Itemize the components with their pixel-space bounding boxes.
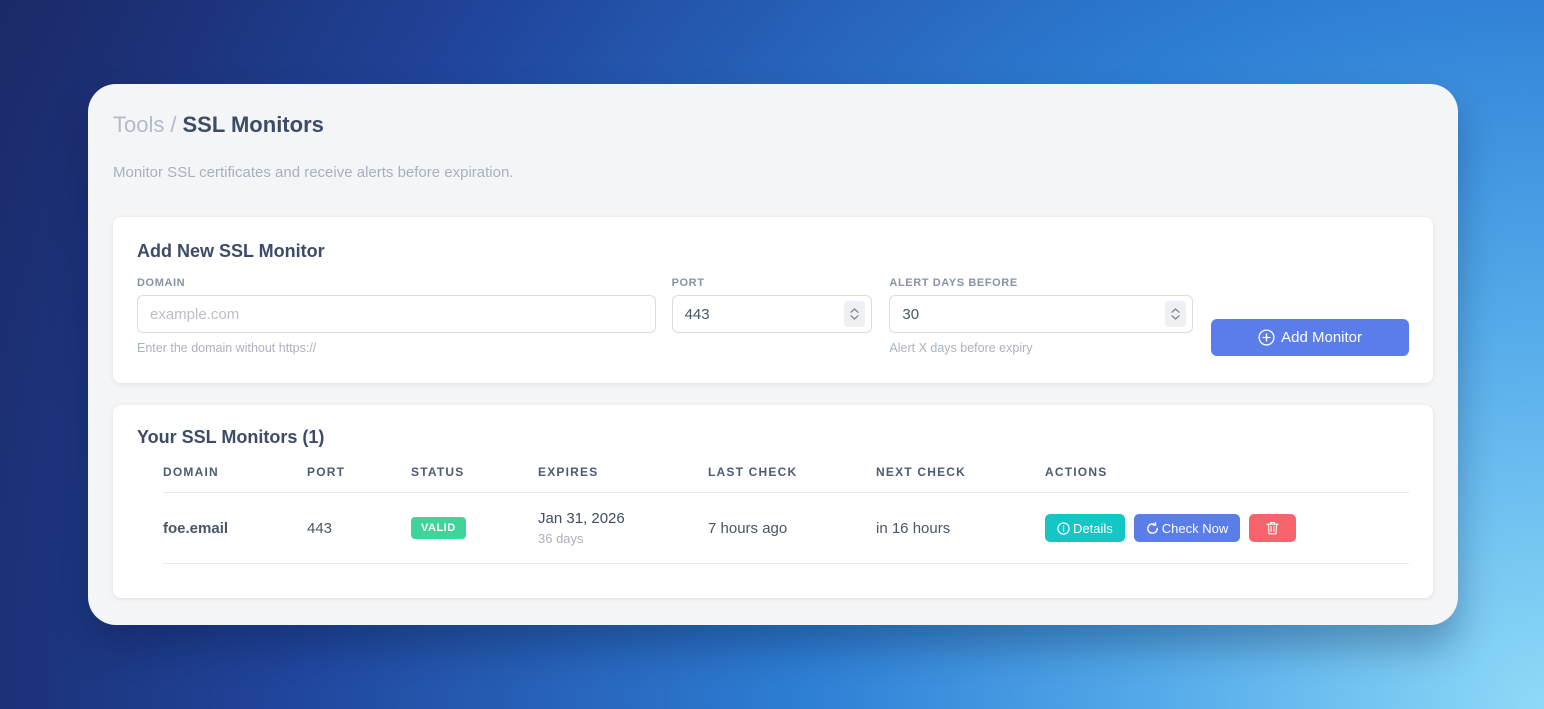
port-label: PORT — [671, 277, 705, 289]
add-monitor-form: DOMAIN Enter the domain without https://… — [137, 277, 1409, 356]
port-input[interactable] — [671, 295, 873, 333]
column-header-next-check: NEXT CHECK — [876, 465, 1045, 493]
cell-status: VALID — [411, 492, 538, 564]
cell-next-check: in 16 hours — [876, 492, 1045, 564]
breadcrumb: Tools / SSL Monitors — [113, 110, 1433, 140]
column-header-last-check: LAST CHECK — [708, 465, 876, 493]
check-now-button[interactable]: Check Now — [1133, 514, 1241, 542]
cell-port: 443 — [307, 492, 411, 564]
details-button-label: Details — [1073, 520, 1113, 536]
add-monitor-title: Add New SSL Monitor — [137, 241, 325, 261]
add-monitor-card: Add New SSL Monitor DOMAIN Enter the dom… — [113, 217, 1433, 383]
add-monitor-button[interactable]: Add Monitor — [1211, 319, 1409, 356]
cell-last-check: 7 hours ago — [708, 492, 876, 564]
breadcrumb-section[interactable]: Tools — [113, 112, 165, 137]
domain-input[interactable] — [137, 295, 656, 333]
breadcrumb-separator: / — [170, 112, 177, 137]
expires-days-left: 36 days — [538, 531, 584, 546]
monitors-card: Your SSL Monitors (1) DOMAIN PORT STATUS… — [113, 405, 1433, 598]
plus-circle-icon — [1258, 329, 1275, 346]
trash-icon — [1266, 521, 1279, 535]
status-badge: VALID — [411, 517, 466, 539]
info-icon — [1057, 521, 1070, 535]
table-row: foe.email 443 VALID Jan 31, 2026 36 days… — [163, 492, 1409, 564]
chevron-down-icon — [1171, 315, 1180, 320]
port-spinner[interactable] — [844, 301, 866, 327]
domain-label: DOMAIN — [137, 277, 186, 289]
domain-help: Enter the domain without https:// — [137, 341, 317, 355]
column-header-domain: DOMAIN — [163, 465, 307, 493]
main-panel: Tools / SSL Monitors Monitor SSL certifica… — [88, 84, 1458, 625]
column-header-actions: ACTIONS — [1045, 465, 1409, 493]
delete-button[interactable] — [1249, 514, 1297, 542]
add-monitor-button-label: Add Monitor — [1281, 329, 1363, 346]
cell-expires: Jan 31, 2026 36 days — [538, 492, 708, 564]
column-header-port: PORT — [307, 465, 411, 493]
port-field: PORT — [671, 277, 873, 333]
column-header-expires: EXPIRES — [538, 465, 708, 493]
details-button[interactable]: Details — [1045, 514, 1125, 542]
chevron-up-icon — [850, 308, 860, 313]
page-subtitle: Monitor SSL certificates and receive ale… — [113, 164, 514, 181]
column-header-status: STATUS — [411, 465, 538, 493]
monitors-table: DOMAIN PORT STATUS EXPIRES LAST CHECK NE… — [163, 465, 1409, 564]
check-now-button-label: Check Now — [1161, 520, 1229, 536]
cell-actions: Details Check Now — [1045, 492, 1409, 564]
monitors-title: Your SSL Monitors (1) — [137, 427, 325, 447]
expires-date: Jan 31, 2026 — [538, 510, 625, 527]
alert-days-label: ALERT DAYS BEFORE — [889, 277, 1018, 289]
page-title: SSL Monitors — [182, 112, 324, 137]
alert-days-help: Alert X days before expiry — [889, 341, 1033, 355]
cell-domain: foe.email — [163, 492, 307, 564]
chevron-up-icon — [1171, 308, 1180, 313]
alert-days-field: ALERT DAYS BEFORE Alert X days before ex… — [889, 277, 1194, 355]
alert-days-spinner[interactable] — [1165, 301, 1187, 327]
domain-field: DOMAIN Enter the domain without https:// — [137, 277, 656, 355]
table-header-row: DOMAIN PORT STATUS EXPIRES LAST CHECK NE… — [163, 465, 1409, 493]
alert-days-input[interactable] — [889, 295, 1194, 333]
chevron-down-icon — [850, 315, 860, 320]
refresh-icon — [1146, 521, 1159, 535]
